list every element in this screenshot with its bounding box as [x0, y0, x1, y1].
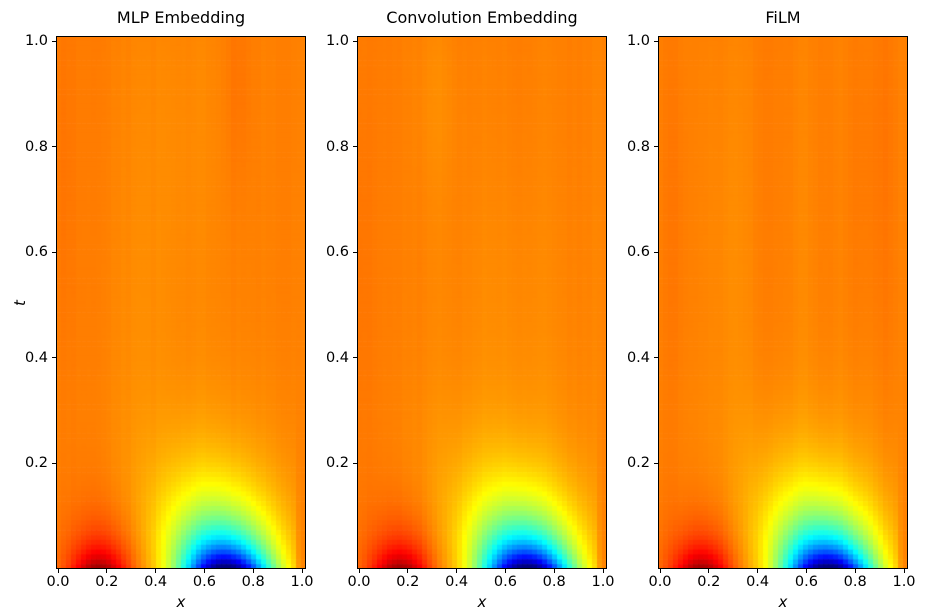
y-tick [654, 357, 658, 359]
x-tick-label: 0.4 [445, 574, 469, 590]
x-tick-label: 1.0 [591, 574, 615, 590]
x-tick [553, 569, 555, 573]
x-tick-label: 0.0 [347, 574, 371, 590]
y-tick [654, 40, 658, 42]
y-tick [654, 251, 658, 253]
x-tick-label: 0.6 [493, 574, 517, 590]
x-tick-label: 0.8 [843, 574, 867, 590]
y-tick [353, 357, 357, 359]
heatmap-convolution-embedding [357, 36, 607, 569]
x-tick [155, 569, 157, 573]
panel-film: FiLM x 0.0 0.2 0.4 0.6 0.8 1.0 1.0 0.8 0.6 0.4 0.2 [627, 8, 916, 611]
x-tick-label: 0.8 [241, 574, 265, 590]
y-tick [52, 146, 56, 148]
x-tick [456, 569, 458, 573]
panel-convolution-embedding: Convolution Embedding x 0.0 0.2 0.4 0.6 0.8 1… [326, 8, 615, 611]
x-tick [203, 569, 205, 573]
y-tick [654, 462, 658, 464]
x-tick-label: 0.2 [396, 574, 420, 590]
x-axis-label: x [176, 593, 186, 611]
x-tick [602, 569, 604, 573]
heatmap-film [658, 36, 908, 569]
y-tick-label: 0.4 [24, 349, 48, 366]
y-tick [353, 40, 357, 42]
x-tick [57, 569, 59, 573]
y-tick-label: 0.8 [24, 138, 48, 155]
x-tick-label: 1.0 [290, 574, 314, 590]
x-tick-label: 0.8 [542, 574, 566, 590]
x-tick-label: 0.6 [192, 574, 216, 590]
x-tick [708, 569, 710, 573]
x-tick-label: 0.6 [794, 574, 818, 590]
x-tick [504, 569, 506, 573]
y-tick-label: 0.2 [626, 455, 650, 472]
y-tick-label: 0.2 [24, 455, 48, 472]
x-axis-label: x [477, 593, 487, 611]
x-tick [903, 569, 905, 573]
y-tick-label: 0.8 [626, 138, 650, 155]
panel-mlp-embedding: MLP Embedding x t 0.0 0.2 0.4 0.6 0.8 1.0 1.0 0… [11, 8, 314, 611]
x-tick-label: 0.2 [95, 574, 119, 590]
x-tick [757, 569, 759, 573]
x-axis-label: x [778, 593, 788, 611]
y-tick-label: 0.6 [626, 244, 650, 261]
x-tick-label: 0.4 [144, 574, 168, 590]
y-tick [654, 146, 658, 148]
y-axis-label: t [11, 299, 29, 306]
x-tick [407, 569, 409, 573]
panel-title: FiLM [765, 8, 801, 27]
x-tick-label: 0.2 [697, 574, 721, 590]
y-tick-label: 0.6 [24, 244, 48, 261]
y-tick-label: 1.0 [626, 33, 650, 50]
x-tick [358, 569, 360, 573]
y-tick [52, 251, 56, 253]
y-tick-label: 0.4 [325, 349, 349, 366]
panel-title: MLP Embedding [116, 8, 246, 27]
y-tick-label: 0.2 [325, 455, 349, 472]
y-tick-label: 0.6 [325, 244, 349, 261]
x-tick [659, 569, 661, 573]
y-tick-label: 1.0 [24, 33, 48, 50]
panel-title: Convolution Embedding [386, 8, 578, 27]
x-tick-label: 1.0 [892, 574, 916, 590]
heatmap-mlp-embedding [56, 36, 306, 569]
x-tick [301, 569, 303, 573]
y-tick [353, 462, 357, 464]
y-tick-label: 0.8 [325, 138, 349, 155]
x-tick [805, 569, 807, 573]
y-tick [353, 251, 357, 253]
y-tick [52, 40, 56, 42]
x-tick [854, 569, 856, 573]
x-tick-label: 0.0 [46, 574, 70, 590]
y-tick-label: 1.0 [325, 33, 349, 50]
x-tick-label: 0.4 [746, 574, 770, 590]
y-tick [353, 146, 357, 148]
y-tick [52, 462, 56, 464]
x-tick-label: 0.0 [648, 574, 672, 590]
x-tick [252, 569, 254, 573]
y-tick [52, 357, 56, 359]
x-tick [106, 569, 108, 573]
y-tick-label: 0.4 [626, 349, 650, 366]
